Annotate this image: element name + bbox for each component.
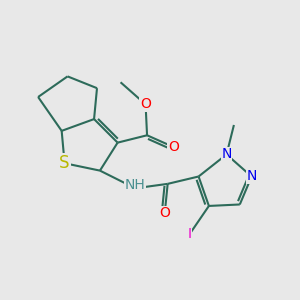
Text: I: I xyxy=(188,227,192,241)
Text: O: O xyxy=(168,140,179,154)
Text: O: O xyxy=(140,98,151,111)
Text: N: N xyxy=(221,147,232,161)
Text: O: O xyxy=(159,206,170,220)
Text: NH: NH xyxy=(125,178,146,192)
Text: N: N xyxy=(246,169,257,184)
Text: S: S xyxy=(59,154,70,172)
